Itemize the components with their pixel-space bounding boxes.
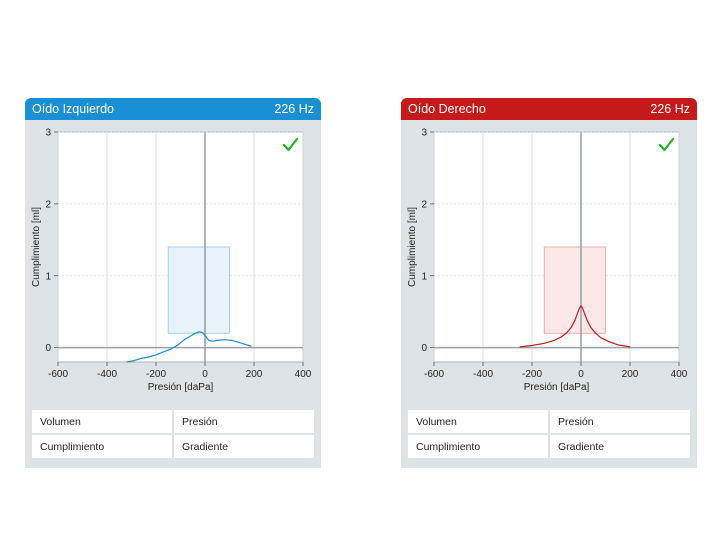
left-pressure-cell: Presión bbox=[174, 410, 314, 433]
left-tympanogram-svg: -600 -400 -200 0 200 400 0 1 2 3 Presión [daPa] Cum… bbox=[31, 128, 312, 394]
right-tympanogram: -600 -400 -200 0 200 400 0 1 2 3 Presión [daPa] Cum… bbox=[401, 120, 697, 410]
right-y-tick-label: 1 bbox=[421, 271, 427, 282]
left-gradient-cell: Gradiente bbox=[174, 435, 314, 458]
left-x-tick-label: -200 bbox=[146, 369, 166, 380]
right-y-tick-label: 2 bbox=[421, 199, 427, 210]
right-x-tick-label: 0 bbox=[578, 369, 584, 380]
left-x-tick-label: 200 bbox=[246, 369, 263, 380]
left-volume-cell: Volumen bbox=[32, 410, 172, 433]
left-y-tick-label: 1 bbox=[45, 271, 51, 282]
left-y-tick-label: 0 bbox=[45, 343, 51, 354]
left-ear-frequency: 226 Hz bbox=[274, 102, 314, 116]
left-ear-header: Oído Izquierdo 226 Hz bbox=[25, 98, 321, 120]
left-x-tick-label: 400 bbox=[295, 369, 312, 380]
right-x-tick-label: 200 bbox=[622, 369, 639, 380]
right-ear-panel: Oído Derecho 226 Hz -600 -400 -200 0 200 400 0… bbox=[401, 98, 697, 468]
right-y-axis-title: Cumplimiento [ml] bbox=[407, 207, 418, 287]
right-x-tick-label: -600 bbox=[424, 369, 444, 380]
left-x-tick-label: -400 bbox=[97, 369, 117, 380]
left-results-table: Volumen Presión Cumplimiento Gradiente bbox=[32, 410, 314, 460]
right-tympanogram-svg: -600 -400 -200 0 200 400 0 1 2 3 Presión [daPa] Cum… bbox=[407, 128, 688, 394]
right-x-tick-label: -200 bbox=[522, 369, 542, 380]
left-x-axis-title: Presión [daPa] bbox=[148, 382, 214, 393]
left-compliance-cell: Cumplimiento bbox=[32, 435, 172, 458]
left-ear-title: Oído Izquierdo bbox=[32, 102, 114, 116]
left-y-axis-title: Cumplimiento [ml] bbox=[31, 207, 42, 287]
right-ear-frequency: 226 Hz bbox=[650, 102, 690, 116]
right-normal-region bbox=[543, 246, 606, 334]
left-series-line bbox=[126, 331, 252, 363]
right-compliance-cell: Cumplimiento bbox=[408, 435, 548, 458]
right-x-tick-label: 400 bbox=[671, 369, 688, 380]
right-series-line bbox=[519, 305, 631, 348]
check-icon bbox=[282, 137, 299, 152]
right-gradient-cell: Gradiente bbox=[550, 435, 690, 458]
left-y-tick-label: 3 bbox=[45, 128, 51, 139]
left-y-tick-label: 2 bbox=[45, 199, 51, 210]
right-pressure-cell: Presión bbox=[550, 410, 690, 433]
left-tympanogram: -600 -400 -200 0 200 400 0 1 2 3 Presión [daPa] Cum… bbox=[25, 120, 321, 410]
left-x-tick-label: 0 bbox=[202, 369, 208, 380]
left-ear-panel: Oído Izquierdo 226 Hz -600 -400 -200 0 200 40… bbox=[25, 98, 321, 468]
check-icon bbox=[658, 137, 675, 152]
right-volume-cell: Volumen bbox=[408, 410, 548, 433]
right-x-tick-label: -400 bbox=[473, 369, 493, 380]
right-ear-header: Oído Derecho 226 Hz bbox=[401, 98, 697, 120]
right-y-tick-label: 0 bbox=[421, 343, 427, 354]
left-normal-region bbox=[167, 246, 230, 334]
right-ear-title: Oído Derecho bbox=[408, 102, 486, 116]
right-y-tick-label: 3 bbox=[421, 128, 427, 139]
right-x-axis-title: Presión [daPa] bbox=[524, 382, 590, 393]
left-x-tick-label: -600 bbox=[48, 369, 68, 380]
right-results-table: Volumen Presión Cumplimiento Gradiente bbox=[408, 410, 690, 460]
